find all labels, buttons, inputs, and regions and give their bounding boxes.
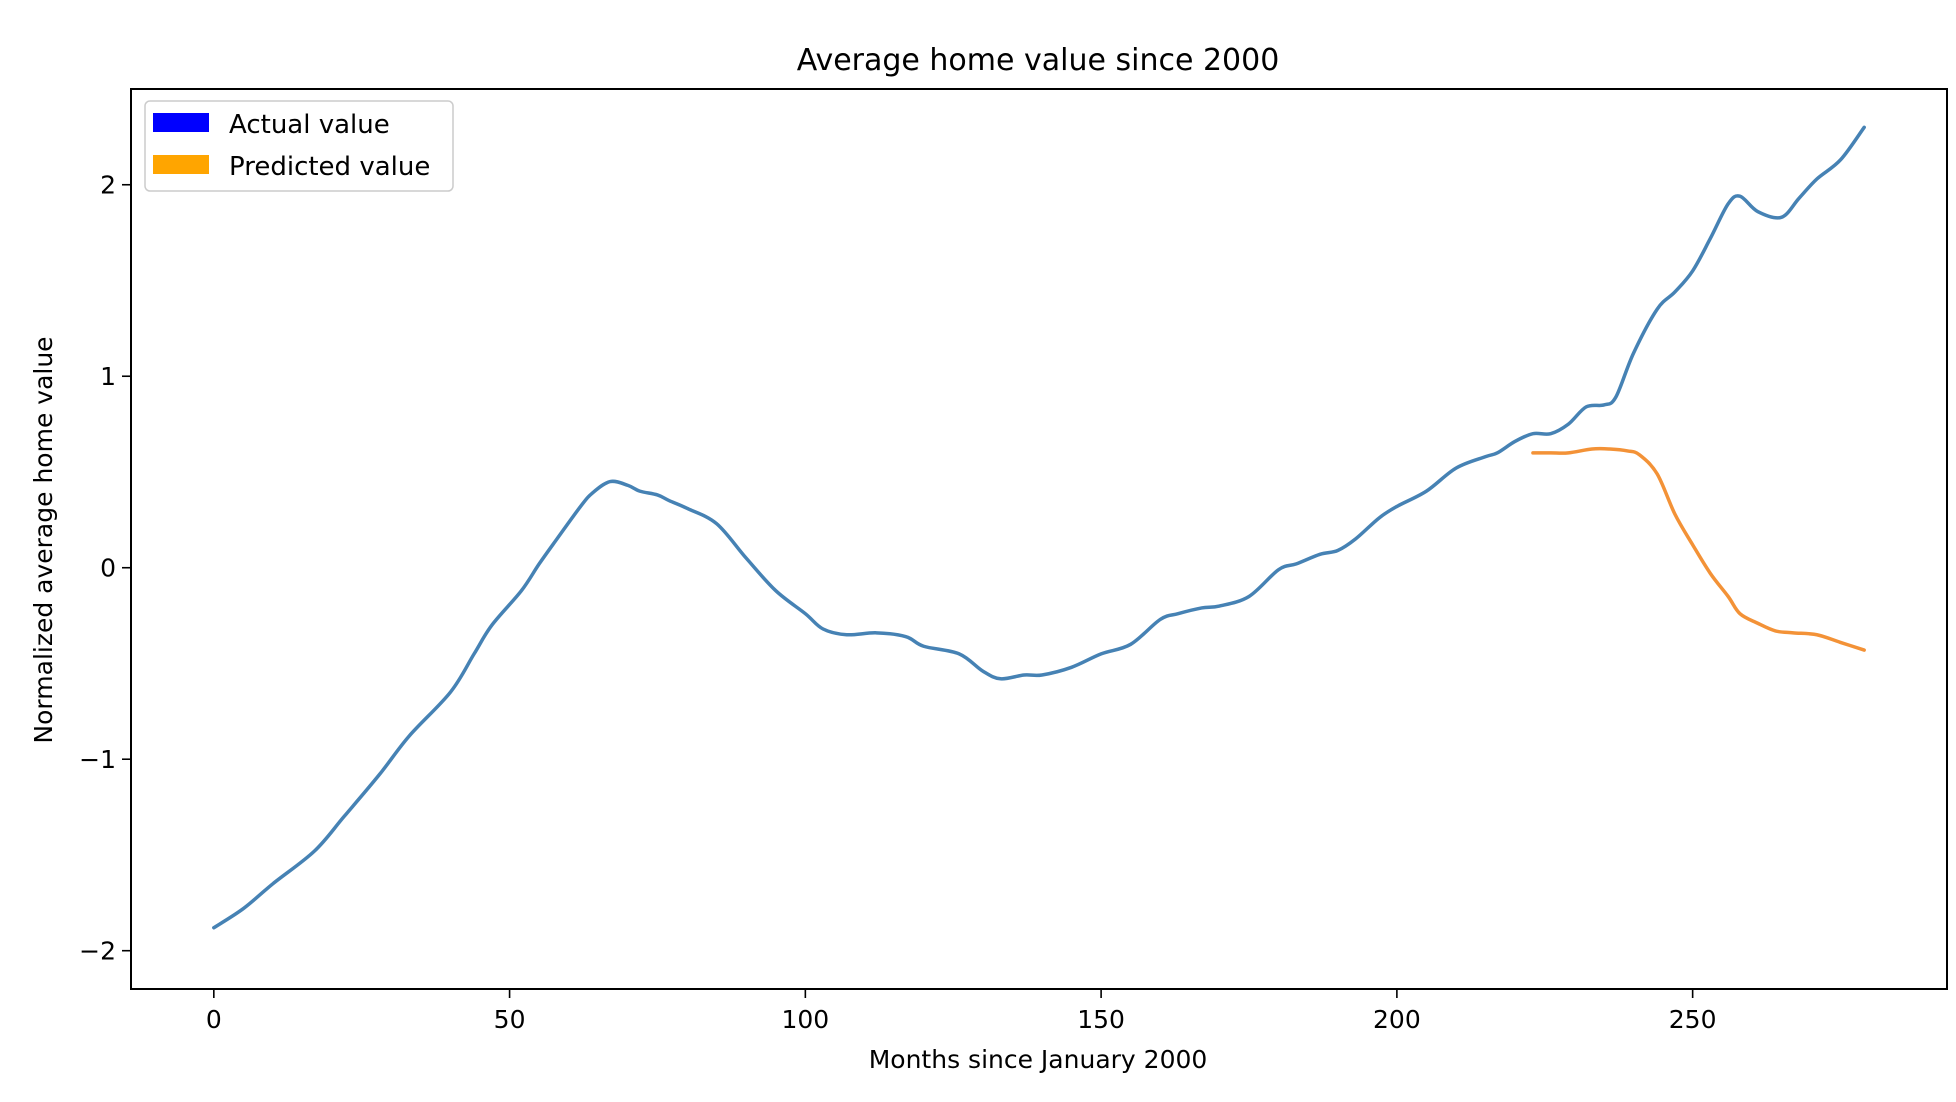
- series-line-actual: [212, 125, 1866, 930]
- plot-frame: [130, 88, 1948, 990]
- x-tick-label: 0: [206, 1005, 222, 1034]
- y-tick-label: 0: [100, 554, 116, 583]
- y-tick-label: −2: [79, 937, 116, 966]
- legend-label-predicted: Predicted value: [229, 152, 430, 182]
- y-tick-label: 1: [100, 362, 116, 391]
- legend-label-actual: Actual value: [229, 110, 390, 140]
- y-axis-label: Normalized average home value: [29, 336, 58, 743]
- x-tick-label: 50: [494, 1005, 526, 1034]
- series-layer: [212, 125, 1866, 930]
- x-axis-label: Months since January 2000: [869, 1045, 1208, 1074]
- y-axis-ticks: −2 −1 0 1 2: [79, 171, 131, 966]
- legend-swatch-actual: [153, 113, 209, 132]
- y-tick-label: −1: [79, 745, 116, 774]
- x-tick-label: 200: [1373, 1005, 1421, 1034]
- chart-title: Average home value since 2000: [797, 43, 1280, 78]
- x-tick-label: 100: [781, 1005, 829, 1034]
- x-tick-label: 250: [1669, 1005, 1717, 1034]
- legend-swatch-predicted: [153, 155, 209, 174]
- series-line-predicted: [1531, 446, 1866, 652]
- x-tick-label: 150: [1077, 1005, 1125, 1034]
- legend: Actual value Predicted value: [144, 100, 454, 192]
- x-axis-ticks: 0 50 100 150 200 250: [206, 989, 1717, 1034]
- legend-box: [144, 100, 454, 192]
- y-tick-label: 2: [100, 171, 116, 200]
